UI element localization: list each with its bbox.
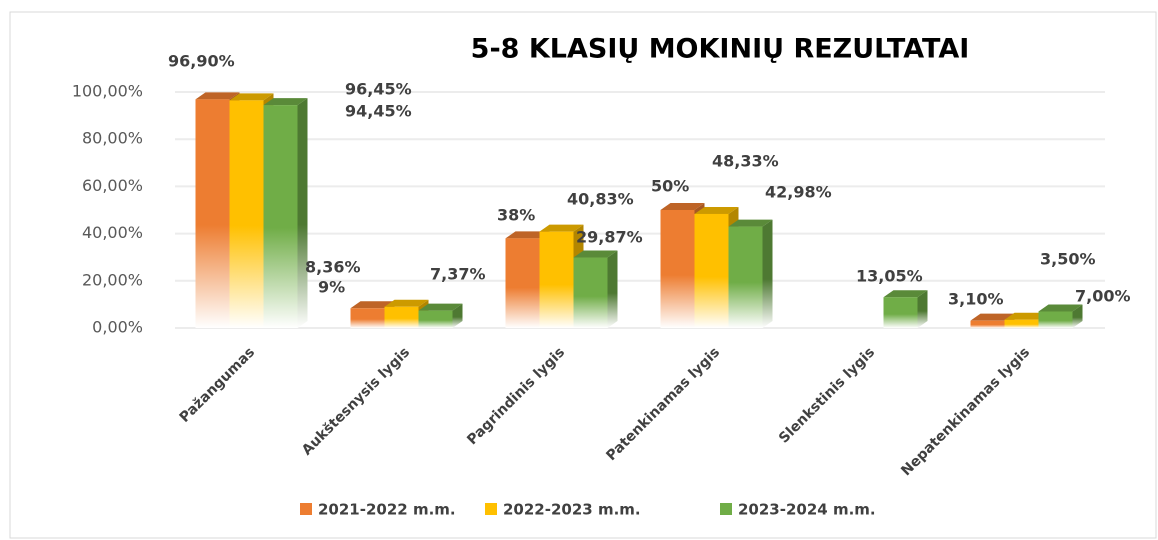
y-tick-label: 0,00% [92,318,143,337]
bar-top [970,313,1015,321]
bar-top [694,206,739,214]
bar [573,257,608,328]
bar-top [883,290,928,298]
bar [418,310,453,328]
data-label: 94,45% [345,102,412,121]
bar-top [1004,312,1049,320]
data-label: 8,36% [305,258,361,277]
bar-top [350,301,395,309]
bar-top [263,98,308,106]
data-label: 38% [497,206,535,225]
legend-label: 2023-2024 m.m. [738,501,876,519]
bar-side [1072,304,1083,328]
bar-top [1038,304,1083,312]
bar-top [418,303,463,311]
bar [195,99,230,328]
bar-side [607,250,618,328]
bar [350,308,385,328]
legend-label: 2021-2022 m.m. [318,501,456,519]
data-label: 96,45% [345,80,412,99]
data-label: 13,05% [856,267,923,286]
y-tick-label: 20,00% [82,270,143,289]
y-tick-label: 40,00% [82,223,143,242]
data-label: 7,00% [1075,287,1131,306]
bar [539,231,574,328]
data-label: 40,83% [567,190,634,209]
legend-swatch [720,503,732,515]
bar [883,297,918,328]
bar-top [539,224,584,232]
chart-title: 5-8 KLASIŲ MOKINIŲ REZULTATAI [471,34,970,65]
data-label: 48,33% [712,152,779,171]
legend-swatch [300,503,312,515]
y-tick-label: 60,00% [82,176,143,195]
bar [660,210,695,328]
data-label: 7,37% [430,265,486,284]
data-label: 29,87% [576,228,643,247]
data-label: 50% [651,177,689,196]
bar [1004,319,1039,328]
bar-top [505,231,550,239]
data-label: 3,10% [948,290,1004,309]
bar [505,238,540,328]
bar-top [728,219,773,227]
bar [694,213,729,328]
bar [970,320,1005,328]
bar-side [917,290,928,328]
y-tick-label: 80,00% [82,129,143,148]
bar [263,105,298,329]
legend-label: 2022-2023 m.m. [503,501,641,519]
bar-side [297,98,308,329]
data-label: 3,50% [1040,250,1096,269]
data-label: 96,90% [168,52,235,71]
bar-side [452,303,463,328]
bar-top [195,92,240,100]
bar-top [384,299,429,307]
bar-side [762,219,773,328]
bar-top [573,250,618,258]
bar-top [229,93,274,101]
bar [229,100,264,329]
data-label: 9% [318,278,345,297]
bar-top [660,203,705,210]
data-label: 42,98% [765,183,832,202]
y-tick-label: 100,00% [72,82,143,101]
bar [728,226,763,328]
bar [1038,311,1073,328]
legend-swatch [485,503,497,515]
bar [384,306,419,328]
